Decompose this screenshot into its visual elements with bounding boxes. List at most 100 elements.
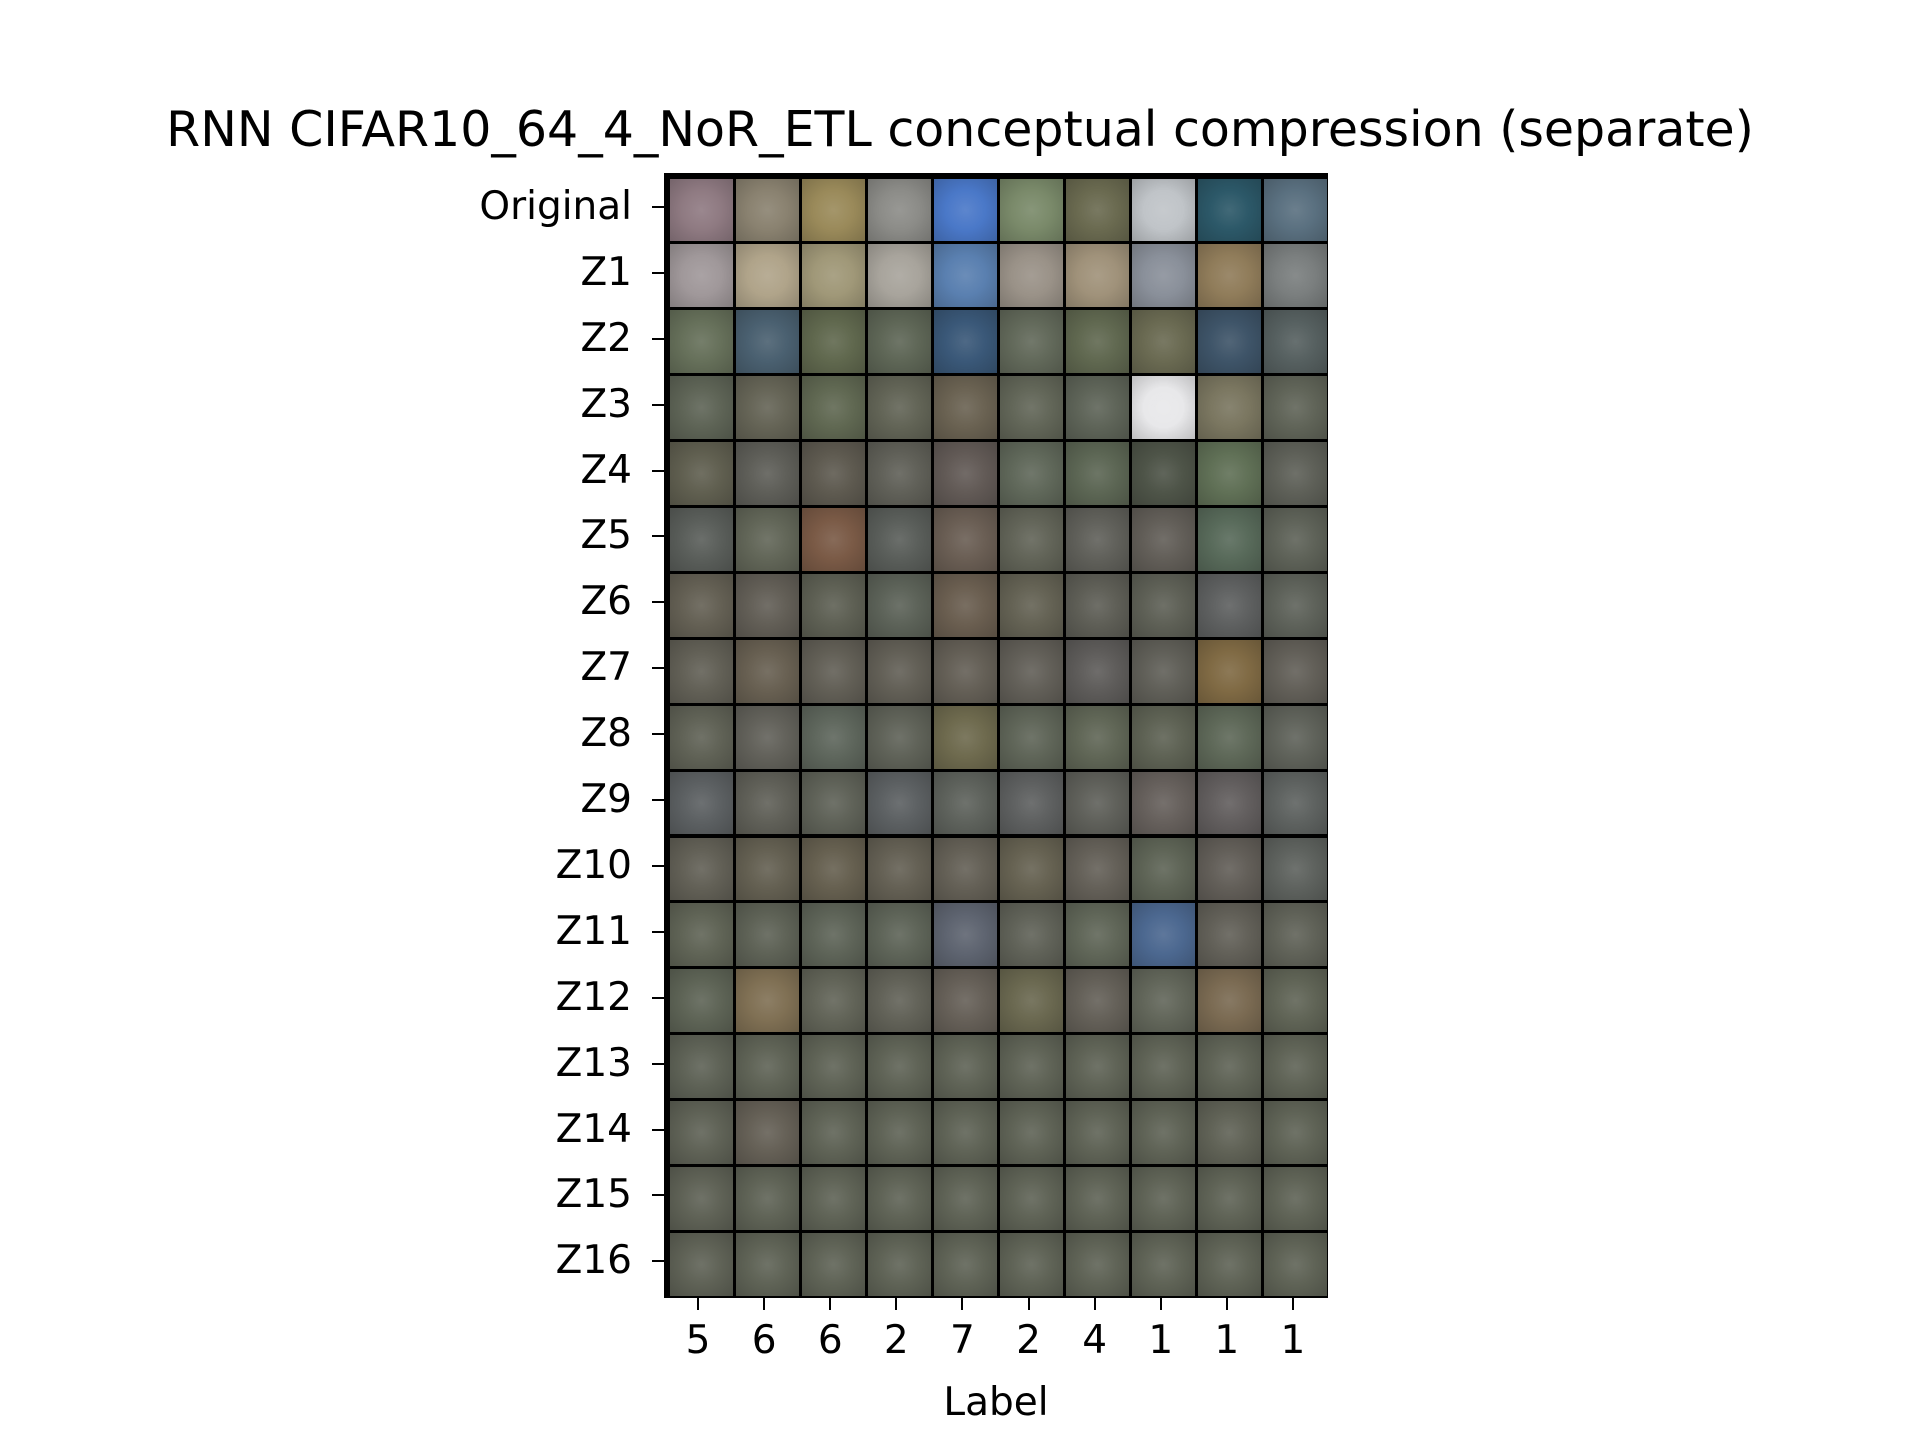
grid-cell [735, 969, 799, 1033]
grid-cell [933, 1101, 997, 1164]
y-tick [652, 799, 664, 802]
y-tick [652, 930, 664, 933]
grid-cell [1132, 442, 1196, 505]
grid-cell [933, 573, 997, 637]
column-label: 6 [817, 1318, 843, 1363]
grid-cell [1198, 771, 1262, 835]
y-tick [652, 337, 664, 340]
grid-cell [669, 376, 733, 440]
grid-cell [801, 969, 865, 1033]
grid-cell [735, 1232, 799, 1296]
grid-cell [1198, 837, 1262, 901]
grid-cell [867, 1232, 931, 1296]
x-tick [1159, 1298, 1162, 1310]
grid-cell [735, 573, 799, 637]
grid-cell [1198, 508, 1262, 571]
grid-cell [867, 310, 931, 374]
grid-cell [1264, 903, 1328, 967]
x-tick [961, 1298, 964, 1310]
grid-cell [1066, 639, 1130, 703]
grid-cell [933, 771, 997, 835]
grid-cell [801, 1101, 865, 1164]
grid-cell [1198, 310, 1262, 374]
grid-cell [867, 1167, 931, 1230]
grid-cell [1198, 178, 1262, 242]
grid-cell [1132, 1035, 1196, 1099]
grid-cell [669, 705, 733, 769]
y-tick [652, 403, 664, 406]
grid-cell [669, 1101, 733, 1164]
grid-cell [1132, 1101, 1196, 1164]
x-axis-label: Label [943, 1380, 1049, 1425]
grid-cell [801, 771, 865, 835]
row-label: Z9 [580, 777, 632, 823]
grid-cell [735, 442, 799, 505]
grid-cell [933, 1232, 997, 1296]
grid-cell [1264, 1232, 1328, 1296]
grid-cell [1000, 639, 1064, 703]
grid-cell [1264, 310, 1328, 374]
grid-cell [867, 705, 931, 769]
row-label: Z2 [580, 315, 632, 361]
grid-cell [1066, 903, 1130, 967]
grid-cell [801, 903, 865, 967]
grid-cell [1000, 508, 1064, 571]
x-tick [895, 1298, 898, 1310]
grid-cell [867, 903, 931, 967]
grid-cell [933, 376, 997, 440]
grid-cell [735, 244, 799, 308]
y-tick [652, 1062, 664, 1065]
grid-cell [1264, 639, 1328, 703]
grid-cell [1066, 442, 1130, 505]
grid-cell [669, 1167, 733, 1230]
grid-cell [1000, 837, 1064, 901]
row-label: Z14 [555, 1106, 632, 1152]
grid-cell [1066, 573, 1130, 637]
x-tick [1291, 1298, 1294, 1310]
grid-cell [933, 244, 997, 308]
row-label: Z3 [580, 381, 632, 427]
grid-cell [1000, 969, 1064, 1033]
row-label: Z13 [555, 1040, 632, 1086]
grid-cell [735, 508, 799, 571]
y-tick [652, 469, 664, 472]
y-tick [652, 733, 664, 736]
grid-cell [669, 1035, 733, 1099]
grid-cell [1066, 1232, 1130, 1296]
grid-cell [801, 1232, 865, 1296]
grid-cell [1264, 1035, 1328, 1099]
grid-cell [1264, 1101, 1328, 1164]
grid-cell [933, 639, 997, 703]
image-grid [664, 173, 1328, 1298]
grid-cell [1264, 705, 1328, 769]
grid-cell [1264, 178, 1328, 242]
grid-cell [933, 508, 997, 571]
y-tick [652, 601, 664, 604]
row-label: Z4 [580, 447, 632, 493]
grid-cell [867, 376, 931, 440]
row-label: Z10 [555, 842, 632, 888]
row-label: Z5 [580, 513, 632, 559]
grid-cell [735, 705, 799, 769]
grid-cell [669, 771, 733, 835]
grid-cell [1198, 1167, 1262, 1230]
grid-cell [1066, 1101, 1130, 1164]
grid-cell [1132, 1167, 1196, 1230]
y-tick [652, 271, 664, 274]
grid-cell [1066, 969, 1130, 1033]
x-tick [697, 1298, 700, 1310]
grid-cell [801, 178, 865, 242]
grid-cell [669, 178, 733, 242]
x-tick [1093, 1298, 1096, 1310]
grid-cell [735, 771, 799, 835]
grid-cell [1000, 376, 1064, 440]
x-tick [1027, 1298, 1030, 1310]
grid-cell [801, 376, 865, 440]
grid-cell [1132, 771, 1196, 835]
grid-cell [1132, 573, 1196, 637]
grid-cell [735, 639, 799, 703]
grid-cell [1000, 178, 1064, 242]
row-label: Original [479, 183, 632, 229]
grid-cell [669, 244, 733, 308]
grid-cell [1132, 244, 1196, 308]
